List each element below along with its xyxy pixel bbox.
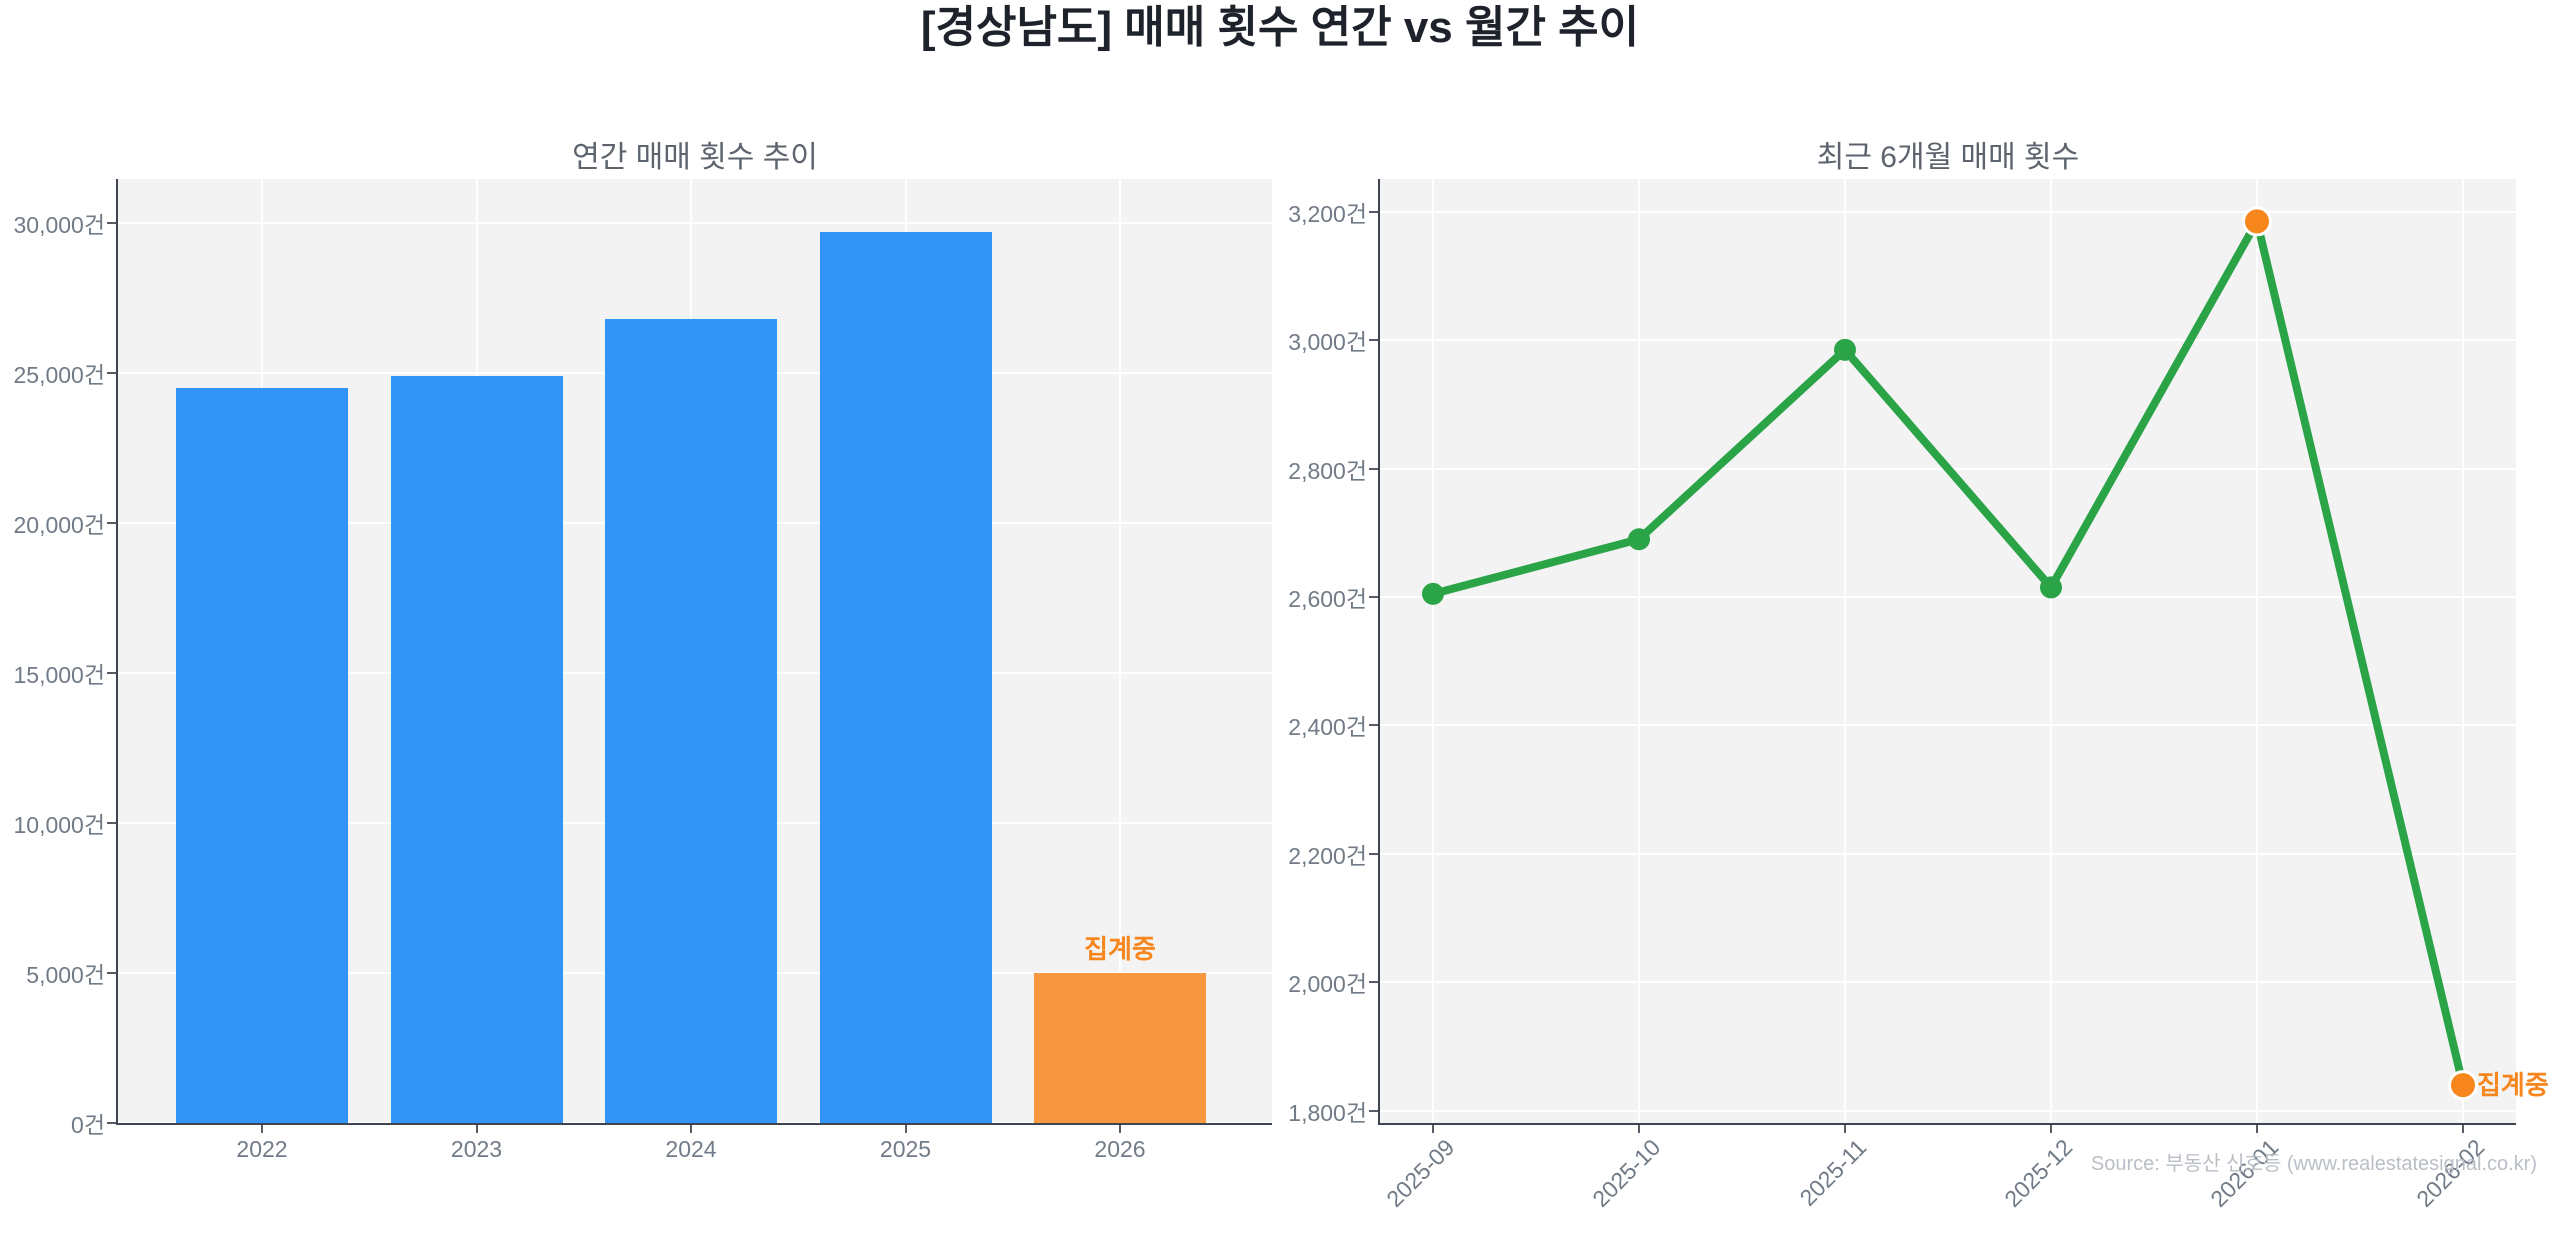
monthly-line-series (1422, 206, 2478, 1101)
monthly-point-2025-09 (1422, 582, 1444, 605)
annual-xtick-4 (1119, 1125, 1121, 1133)
monthly-xtick-5 (2462, 1125, 2464, 1133)
monthly-annotation-in-progress: 집계중 (2477, 1070, 2549, 1101)
monthly-gridline-h-7 (1380, 210, 2516, 213)
monthly-xtick-label-3: 2025-12 (1999, 1134, 2078, 1213)
annual-ytick-label-2: 10,000건 (13, 812, 105, 838)
annual-bar-2024 (605, 319, 777, 1123)
annual-ytick-6 (107, 222, 116, 224)
monthly-point-2026-02 (2448, 1070, 2478, 1101)
monthly-plot-background (1380, 179, 2516, 1123)
annual-xtick-label-0: 2022 (236, 1136, 288, 1162)
annual-bar-2023 (390, 376, 563, 1123)
monthly-gridline-h-6 (1380, 339, 2516, 342)
monthly-ytick-label-5: 2,800건 (1288, 457, 1367, 484)
annual-ytick-5 (107, 372, 116, 374)
monthly-xtick-label-0: 2025-09 (1381, 1134, 1460, 1213)
monthly-chart-title: 최근 6개월 매매 횟수 (1816, 141, 2080, 174)
monthly-point-2025-10 (1628, 528, 1650, 551)
annual-ytick-label-0: 0건 (71, 1112, 105, 1138)
monthly-ytick-label-7: 3,200건 (1288, 200, 1367, 227)
annual-gridline-v-4 (1119, 179, 1121, 1123)
monthly-ytick-label-0: 1,800건 (1288, 1099, 1367, 1126)
monthly-xtick-label-5: 2026-02 (2411, 1134, 2490, 1213)
monthly-spine-left (1378, 179, 1380, 1125)
annual-ytick-0 (107, 1122, 116, 1124)
annual-ytick-label-1: 5,000건 (26, 962, 105, 988)
monthly-plot: 집계중 1,800건 2,000건 2,200건 2,400건 2,600건 2,800건 3… (1288, 179, 2549, 1212)
monthly-ytick-label-3: 2,400건 (1288, 714, 1367, 741)
monthly-gridline-h-2 (1380, 852, 2516, 855)
annual-ytick-3 (107, 672, 116, 674)
monthly-xtick-0 (1432, 1125, 1434, 1133)
annual-bar-2026 (1034, 973, 1206, 1123)
monthly-ytick-2 (1369, 852, 1378, 855)
main-title: [경상남도] 매매 횟수 연간 vs 월간 추이 (920, 3, 1640, 52)
monthly-ytick-label-2: 2,200건 (1288, 842, 1367, 869)
monthly-xtick-1 (1638, 1125, 1640, 1133)
monthly-xtick-label-2: 2025-11 (1794, 1134, 1872, 1211)
monthly-ytick-7 (1369, 210, 1378, 213)
monthly-gridline-v-5 (2462, 179, 2464, 1123)
annual-xtick-2 (690, 1125, 692, 1133)
monthly-gridline-h-1 (1380, 981, 2516, 984)
monthly-gridline-h-0 (1380, 1109, 2516, 1112)
annual-spine-bottom (116, 1123, 1272, 1125)
annual-xtick-0 (261, 1125, 263, 1133)
monthly-gridline-v-2 (1844, 179, 1846, 1123)
monthly-gridline-h-3 (1380, 724, 2516, 727)
monthly-gridline-v-0 (1432, 179, 1434, 1123)
monthly-ytick-4 (1369, 596, 1378, 599)
monthly-gridline-v-1 (1638, 179, 1640, 1123)
annual-xtick-label-4: 2026 (1094, 1136, 1146, 1162)
annual-ytick-4 (107, 522, 116, 524)
monthly-xtick-2 (1844, 1125, 1846, 1133)
annual-xtick-label-1: 2023 (450, 1136, 503, 1162)
monthly-ytick-label-1: 2,000건 (1288, 971, 1367, 998)
monthly-xtick-3 (2050, 1125, 2052, 1133)
annual-ytick-label-6: 30,000건 (13, 212, 105, 238)
source-credit: Source: 부동산 신호등 (www.realestatesignal.co… (2090, 1153, 2537, 1175)
annual-plot: 집계중 0건 5,000건 10,000건 15,000건 20,000건 25,000건 3… (13, 179, 1272, 1162)
monthly-gridline-h-4 (1380, 596, 2516, 599)
monthly-point-2026-01 (2242, 206, 2272, 237)
monthly-ytick-label-6: 3,000건 (1288, 329, 1367, 356)
monthly-ytick-label-4: 2,600건 (1288, 586, 1367, 613)
monthly-ytick-1 (1369, 981, 1378, 984)
monthly-xtick-label-4: 2026-01 (2205, 1134, 2284, 1213)
monthly-gridline-v-4 (2256, 179, 2258, 1123)
annual-xtick-1 (475, 1125, 478, 1133)
annual-xtick-label-2: 2024 (665, 1136, 717, 1162)
annual-xtick-label-3: 2025 (879, 1136, 932, 1162)
annual-ytick-label-5: 25,000건 (13, 362, 105, 388)
monthly-ytick-6 (1369, 339, 1378, 342)
monthly-ytick-3 (1369, 724, 1378, 727)
annual-chart-title: 연간 매매 횟수 추이 (572, 141, 818, 174)
monthly-point-2025-11 (1834, 338, 1856, 361)
annual-spine-left (116, 179, 118, 1125)
annual-bar-2022 (176, 388, 348, 1123)
annual-ytick-1 (107, 972, 116, 974)
annual-gridline-h-6 (118, 222, 1272, 224)
monthly-spine-bottom (1378, 1123, 2516, 1125)
monthly-xtick-4 (2256, 1125, 2258, 1133)
monthly-line-path (1429, 217, 2467, 1090)
annual-ytick-label-3: 15,000건 (13, 662, 105, 688)
monthly-point-2025-12 (2040, 576, 2062, 599)
monthly-gridline-v-3 (2050, 179, 2052, 1123)
monthly-ytick-0 (1369, 1109, 1378, 1112)
monthly-xtick-label-1: 2025-10 (1587, 1134, 1666, 1213)
annual-ytick-2 (107, 822, 116, 824)
annual-annotation-in-progress: 집계중 (1084, 934, 1156, 964)
annual-ytick-label-4: 20,000건 (13, 512, 105, 538)
monthly-ytick-5 (1369, 467, 1378, 470)
annual-xtick-3 (904, 1125, 907, 1133)
annual-bar-2025 (819, 232, 992, 1123)
